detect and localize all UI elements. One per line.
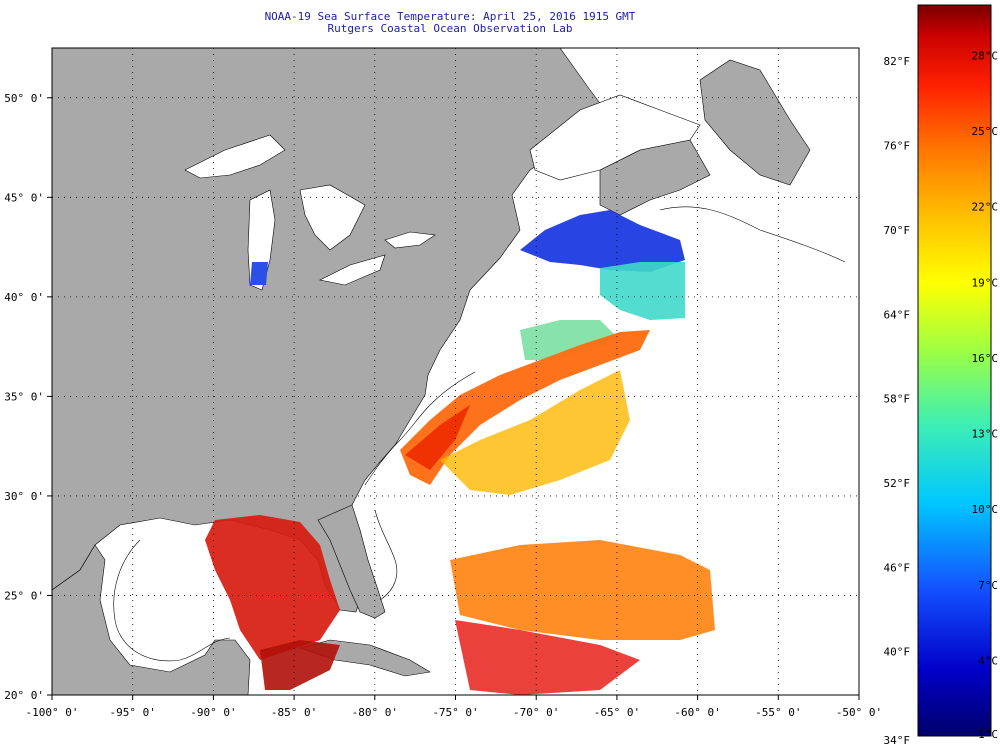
lat-tick-label: 45° 0' [4,191,44,204]
colorbar-fahrenheit-label: 40°F [884,646,911,659]
great-lake-erie [319,254,386,286]
map-subtitle: Rutgers Coastal Ocean Observation Lab [327,22,573,35]
land-mexico [52,544,251,695]
colorbar-celsius-label: 10°C [972,503,999,516]
lat-tick-label: 50° 0' [4,92,44,105]
land-newfoundland [699,59,811,186]
lon-tick-label: -100° 0' [26,706,79,719]
sst-florida-straits [260,640,340,690]
colorbar-celsius-label: 7°C [978,579,998,592]
colorbar-fahrenheit-label: 70°F [884,224,911,237]
colorbar-fahrenheit-label: 64°F [884,308,911,321]
great-lake-ontario [384,231,436,249]
lon-tick-label: -75° 0' [432,706,478,719]
lon-tick-label: -65° 0' [594,706,640,719]
colorbar-celsius-label: 4°C [978,654,998,667]
colorbar-fahrenheit-label: 34°F [884,734,911,747]
colorbar-celsius-label: 1°C [978,728,998,741]
land-florida [317,504,386,619]
colorbar-fahrenheit-label: 82°F [884,55,911,68]
sst-caribbean-warm [455,620,640,695]
colorbar-celsius-label: 19°C [972,276,999,289]
colorbar-celsius-label: 22°C [972,201,999,214]
colorbar-fahrenheit-label: 76°F [884,140,911,153]
lat-tick-label: 25° 0' [4,589,44,602]
lat-tick-label: 35° 0' [4,390,44,403]
colorbar-fahrenheit-label: 58°F [884,393,911,406]
lon-tick-label: -60° 0' [674,706,720,719]
lon-tick-label: -70° 0' [513,706,559,719]
sst-subtropical-atlantic [450,540,715,640]
colorbar-labels: 1°C 4°C 7°C 10°C 13°C 16°C 19°C 22°C 25°C 28°C 34°… [884,49,999,747]
lon-tick-label: -55° 0' [755,706,801,719]
colorbar-celsius-label: 28°C [972,49,999,62]
map-content [52,48,846,695]
lon-tick-label: -90° 0' [190,706,236,719]
colorbar [917,4,992,737]
sst-gulf-stream-core [405,405,470,470]
lon-tick-label: -50° 0' [836,706,882,719]
sst-gulf-stream [400,330,650,485]
sst-shelf-mid-atlantic [520,320,620,360]
graticule [47,48,860,700]
colorbar-celsius-label: 16°C [972,352,999,365]
isobath-lines [113,206,846,662]
sst-gulf-of-mexico [205,515,340,660]
map-frame [51,47,860,696]
colorbar-fahrenheit-label: 52°F [884,477,911,490]
longitude-labels: -100° 0' -95° 0' -90° 0' -85° 0' -80° 0' -75°… [26,706,883,719]
sst-sargasso [440,370,630,495]
colorbar-fahrenheit-label: 46°F [884,561,911,574]
lon-tick-label: -95° 0' [110,706,156,719]
sst-cold-gulf-of-maine [520,210,685,272]
gulf-st-lawrence [529,94,701,181]
sst-data-layer [205,210,715,695]
great-lake-superior [184,134,286,179]
lon-tick-label: -85° 0' [271,706,317,719]
sst-cold-lake-michigan [250,262,268,285]
latitude-labels: 20° 0' 25° 0' 30° 0' 35° 0' 40° 0' 45° 0' 50° … [4,92,44,702]
lat-tick-label: 30° 0' [4,490,44,503]
lon-tick-label: -80° 0' [352,706,398,719]
colorbar-celsius-label: 13°C [972,428,999,441]
map-title: NOAA-19 Sea Surface Temperature: April 2… [264,10,636,23]
great-lake-huron [299,184,366,251]
sst-cool-slope [600,262,685,320]
lat-tick-label: 40° 0' [4,291,44,304]
lat-tick-label: 20° 0' [4,689,44,702]
colorbar-celsius-label: 25°C [972,125,999,138]
